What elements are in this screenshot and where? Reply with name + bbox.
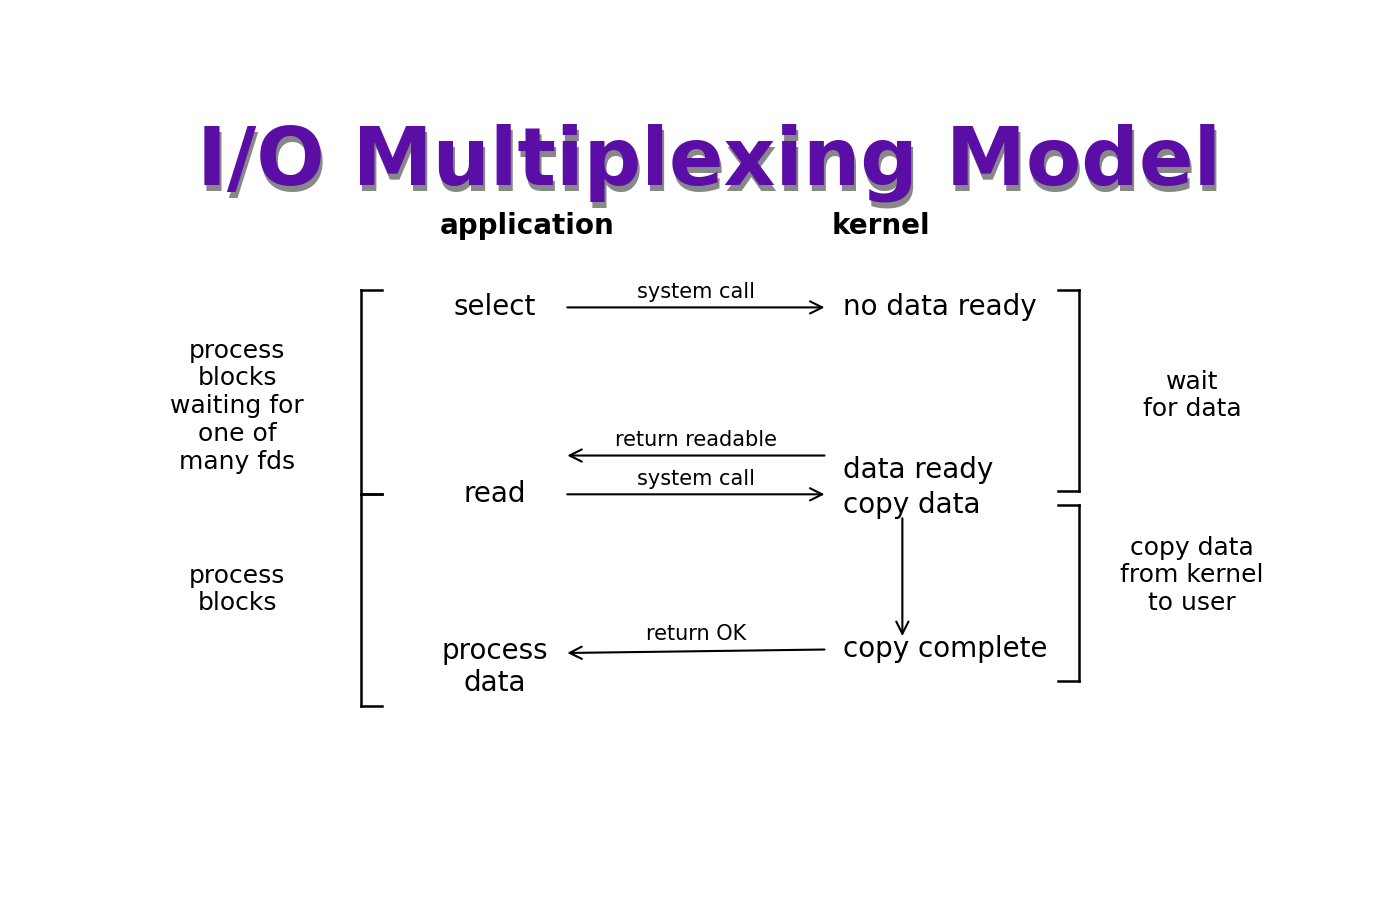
Text: copy complete: copy complete [843,636,1048,663]
Text: return readable: return readable [614,430,776,450]
Text: wait
for data: wait for data [1143,370,1241,421]
Text: no data ready: no data ready [843,293,1037,322]
Text: return OK: return OK [646,624,746,644]
Text: process
blocks
waiting for
one of
many fds: process blocks waiting for one of many f… [170,339,304,474]
Text: process
data: process data [441,637,548,697]
Text: copy data: copy data [843,491,981,518]
Text: I/O Multiplexing Model: I/O Multiplexing Model [199,129,1223,208]
Text: select: select [454,293,536,322]
Text: system call: system call [637,469,754,488]
Text: kernel: kernel [832,213,930,240]
Text: copy data
from kernel
to user: copy data from kernel to user [1120,536,1264,616]
Text: read: read [464,480,526,508]
Text: process
blocks: process blocks [190,563,285,616]
Text: I/O Multiplexing Model: I/O Multiplexing Model [198,124,1221,202]
Text: data ready: data ready [843,455,994,484]
Text: application: application [440,213,614,240]
Text: system call: system call [637,282,754,301]
